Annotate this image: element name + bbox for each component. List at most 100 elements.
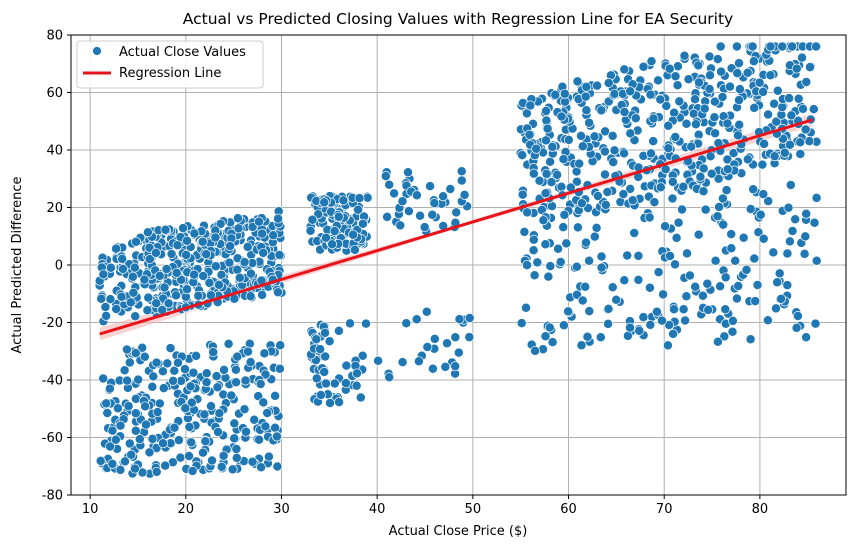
scatter-point [191,350,202,361]
scatter-point [459,189,470,200]
scatter-point [260,421,271,432]
scatter-point [525,100,536,111]
scatter-point [671,232,682,243]
scatter-point [105,294,116,305]
scatter-point [686,141,697,152]
scatter-point [541,135,551,146]
scatter-point [638,312,649,323]
scatter-point [231,444,242,454]
scatter-point [210,232,221,243]
scatter-point [453,347,464,358]
scatter-point [529,270,540,281]
scatter-point [275,340,286,351]
scatter-point [243,346,253,357]
legend-marker-scatter [92,46,102,56]
scatter-point [111,243,122,254]
scatter-point [690,119,701,130]
scatter-point [232,351,243,362]
scatter-point [249,414,260,425]
scatter-point [427,209,438,220]
scatter-point [558,154,569,165]
scatter-point [561,238,572,249]
scatter-point [395,220,406,231]
scatter-point [577,295,588,306]
regression-line-layer [99,118,813,336]
scatter-point [163,298,174,309]
scatter-point [130,311,141,322]
scatter-point [198,447,208,458]
x-axis-label: Actual Close Price ($) [389,524,528,539]
scatter-point [351,380,362,391]
scatter-point [678,304,689,315]
scatter-point [540,239,551,250]
scatter-point [320,351,331,362]
scatter-point [216,461,227,472]
scatter-point [695,171,706,182]
scatter-point [419,222,430,233]
scatter-point [382,211,393,222]
scatter-point [782,280,793,291]
scatter-point [580,91,591,102]
scatter-point [798,103,808,114]
y-tick-label: 40 [46,144,63,159]
scatter-point [151,298,162,309]
scatter-point [152,407,163,418]
scatter-point [353,204,364,215]
scatter-point [705,151,716,162]
scatter-point [603,78,614,88]
y-axis-label: Actual Predicted Difference [10,176,25,353]
scatter-point [670,132,681,142]
scatter-point [618,189,629,200]
scatter-point [571,176,582,187]
scatter-point [684,270,695,281]
scatter-point [214,279,224,290]
scatter-point [151,466,162,477]
scatter-point [172,240,183,251]
scatter-point [239,404,250,415]
scatter-point [307,214,318,225]
scatter-point [101,310,112,321]
scatter-point [162,358,173,369]
scatter-point [669,107,680,118]
scatter-point [602,187,613,197]
scatter-point [215,218,226,229]
scatter-point [270,390,281,401]
scatter-point [168,375,179,386]
scatter-point [683,74,694,85]
scatter-point [165,343,176,354]
scatter-point [791,322,802,333]
scatter-point [218,450,229,461]
scatter-point [603,318,614,329]
scatter-point [762,315,773,326]
scatter-point [258,247,269,258]
scatter-point [158,383,169,394]
scatter-point [348,229,359,240]
scatter-point [324,336,335,347]
scatter-point [777,41,788,52]
scatter-point [700,204,711,215]
scatter-point [357,350,368,361]
scatter-point [186,397,197,408]
scatter-point [758,233,769,244]
scatter-point [255,379,266,389]
scatter-point [783,202,794,213]
scatter-point [787,226,798,236]
scatter-point [184,422,195,432]
scatter-point [260,369,271,380]
scatter-point [733,281,744,291]
scatter-point [160,224,171,235]
scatter-point [556,181,567,192]
scatter-point [545,156,556,167]
scatter-point [413,356,424,367]
scatter-point [139,274,150,285]
scatter-point [646,56,657,67]
scatter-point [96,293,107,304]
scatter-point [668,328,679,339]
scatter-point [599,146,610,157]
scatter-point [262,408,273,418]
scatter-point [456,175,467,186]
scatter-point [584,117,595,128]
scatter-point [574,158,585,169]
scatter-point [530,345,541,356]
scatter-point [646,148,656,159]
